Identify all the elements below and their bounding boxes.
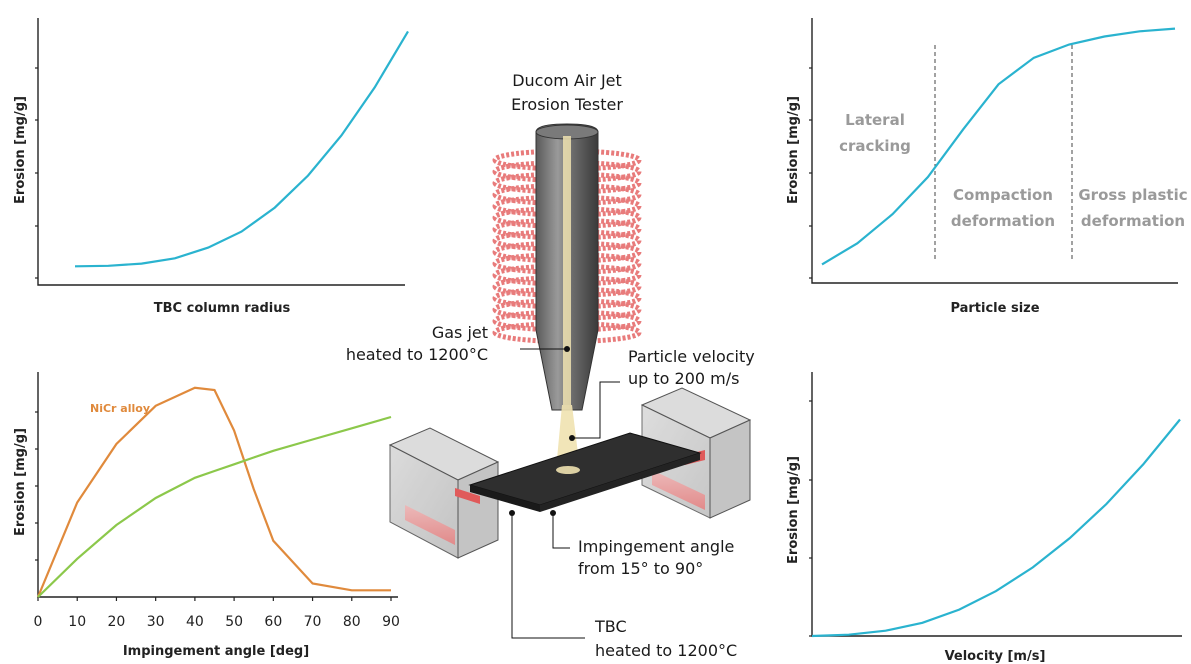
chart3-xtick-label: 40 [186, 614, 204, 630]
chart-particle-size: Lateral cracking Compaction deformation Gr… [786, 18, 1188, 316]
nicr-alloy-line [36, 386, 391, 598]
zone-gross-plastic: Gross plastic deformation [1078, 186, 1187, 230]
chart1-yticks [35, 67, 38, 279]
chart4-axes [811, 372, 1182, 637]
chart3-xtick-label: 30 [147, 614, 165, 630]
chart3-xtick-label: 90 [382, 614, 400, 630]
chart3-xtick-label: 80 [343, 614, 361, 630]
gas-jet-core [563, 136, 571, 405]
chart1-xlabel: TBC column radius [154, 301, 291, 316]
chart3-xtick-label: 20 [108, 614, 126, 630]
tbc-callout: TBC heated to 1200°C [509, 510, 737, 660]
tbc-specimen [468, 432, 702, 512]
impact-spot [556, 466, 580, 474]
chart3-xtick-label: 50 [225, 614, 243, 630]
chart4-series-line [811, 418, 1181, 638]
chart3-yticks [35, 411, 38, 561]
chart2-series-line [821, 27, 1176, 266]
chart-column-radius: TBC column radius Erosion [mg/g] [13, 18, 409, 316]
chart-velocity: Velocity [m/s] Erosion [mg/g] [786, 372, 1182, 664]
tester-title: Ducom Air Jet Erosion Tester [511, 71, 623, 114]
chart3-xticks: 0 10 20 30 40 50 60 70 80 90 [34, 597, 400, 630]
impingement-angle-callout: Impingement angle from 15° to 90° [550, 510, 734, 578]
chart1-ylabel: Erosion [mg/g] [13, 96, 28, 204]
chart3-xtick-label: 60 [264, 614, 282, 630]
chart3-ylabel: Erosion [mg/g] [13, 428, 28, 536]
chart3-xtick-label: 70 [304, 614, 322, 630]
chart2-xlabel: Particle size [950, 301, 1039, 316]
left-heater-block [388, 427, 500, 559]
chart4-xlabel: Velocity [m/s] [945, 649, 1046, 664]
particle-velocity-callout: Particle velocity up to 200 m/s [569, 347, 755, 441]
second-material-line [37, 415, 392, 598]
chart2-ylabel: Erosion [mg/g] [786, 96, 801, 204]
chart1-series-line [74, 30, 409, 268]
erosion-tester-diagram: Ducom Air Jet Erosion Tester [346, 71, 755, 660]
nicr-alloy-label: NiCr alloy [90, 402, 150, 415]
chart3-xtick-label: 0 [34, 614, 43, 630]
chart-impingement-angle: 0 10 20 30 40 50 60 70 80 90 NiCr alloy Impingeme… [13, 372, 400, 659]
chart2-yticks [809, 67, 812, 279]
chart3-xtick-label: 10 [68, 614, 86, 630]
chart4-yticks [809, 400, 812, 637]
chart3-xlabel: Impingement angle [deg] [123, 644, 309, 659]
chart4-ylabel: Erosion [mg/g] [786, 456, 801, 564]
zone-lateral-cracking: Lateral cracking [839, 111, 911, 155]
gas-jet-callout: Gas jet heated to 1200°C [346, 323, 570, 364]
zone-compaction-deformation: Compaction deformation [951, 186, 1055, 230]
chart2-axes [811, 18, 1178, 284]
chart1-axes [37, 18, 405, 286]
